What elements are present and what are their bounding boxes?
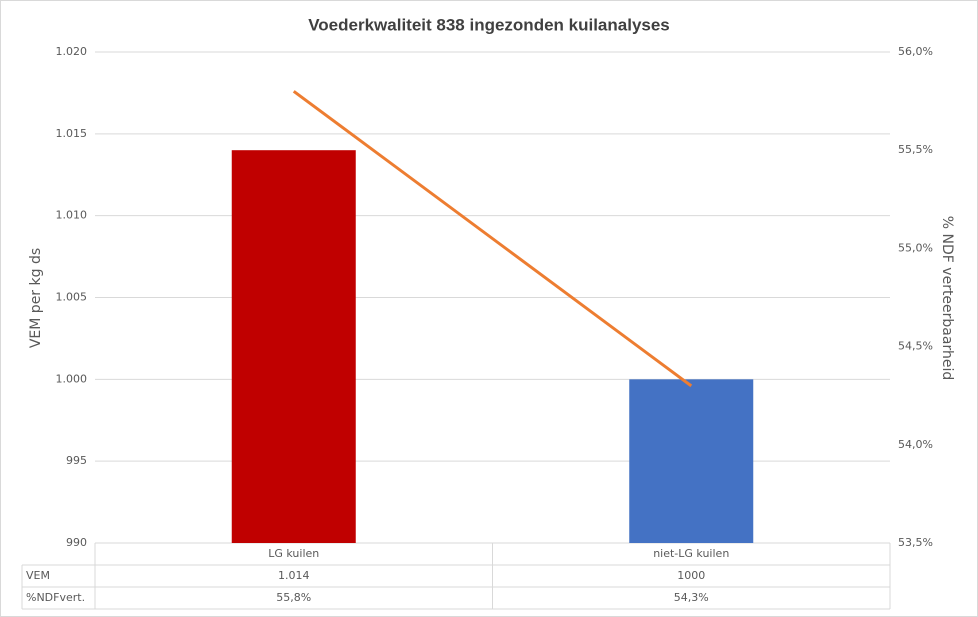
bar [629,379,754,543]
table-row-label: VEM [26,569,50,582]
line [292,90,693,388]
table-value: 1.014 [278,569,310,582]
y-tick-label: 1.015 [56,127,88,140]
table-category: niet-LG kuilen [653,547,729,560]
y2-tick-label: 53,5% [898,536,933,549]
y-tick-label: 1.010 [56,209,88,222]
y-tick-label: 995 [66,454,87,467]
y-tick-label: 990 [66,536,87,549]
y-tick-label: 1.005 [56,291,88,304]
y2-tick-label: 55,5% [898,143,933,156]
table-value: 54,3% [674,591,709,604]
y2-tick-label: 54,0% [898,438,933,451]
bar [231,150,356,543]
table-category: LG kuilen [268,547,319,560]
y-tick-label: 1.020 [56,45,88,58]
table-row-label: %NDFvert. [26,591,85,604]
y2-tick-label: 55,0% [898,241,933,254]
y-tick-label: 1.000 [56,372,88,385]
chart-title: Voederkwaliteit 838 ingezonden kuilanaly… [308,15,670,34]
y2-tick-label: 56,0% [898,45,933,58]
y-axis-title: VEM per kg ds [28,248,44,348]
table-value: 1000 [677,569,705,582]
table-value: 55,8% [276,591,311,604]
y2-axis-title: % NDF verteerbaarheid [939,216,955,380]
y2-tick-label: 54,5% [898,340,933,353]
